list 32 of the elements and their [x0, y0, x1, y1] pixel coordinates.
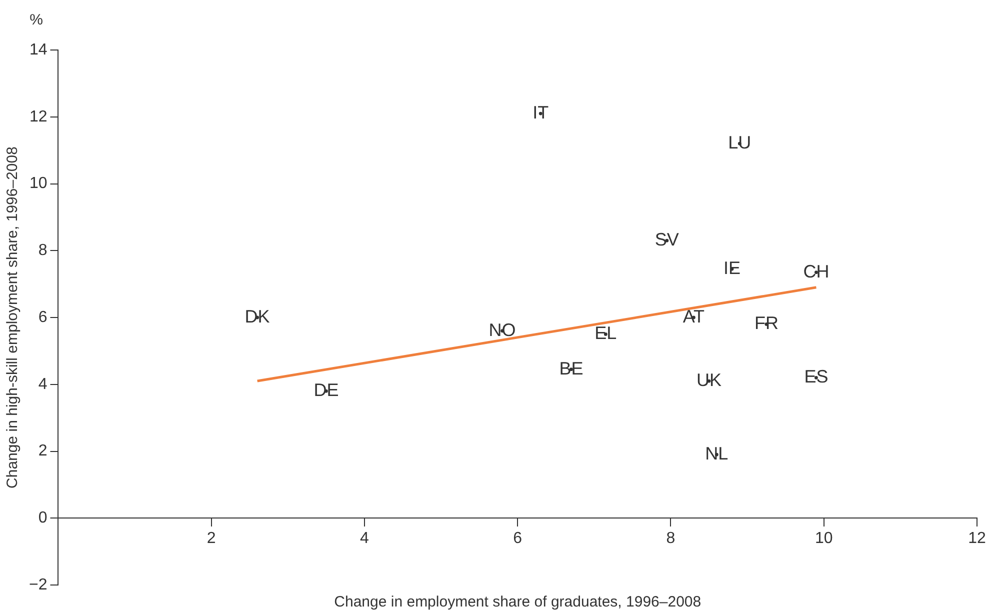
data-label: ES	[804, 366, 828, 387]
data-label: NL	[705, 444, 728, 464]
x-axis-title: Change in employment share of graduates, 1996–2008	[334, 594, 702, 611]
data-label: CH	[803, 261, 830, 282]
x-tick-label: 10	[814, 530, 833, 548]
data-label: SV	[654, 230, 679, 250]
text: %	[30, 12, 43, 29]
x-tick-label: 8	[666, 530, 676, 548]
y-tick-label: 12	[29, 108, 48, 126]
data-label: FR	[754, 313, 778, 334]
data-label: NO	[488, 320, 516, 340]
data-label: IE	[723, 258, 741, 278]
y-tick-label: 0	[38, 510, 48, 527]
data-label: AT	[682, 306, 705, 326]
x-tick-label: 2	[206, 530, 216, 548]
y-axis-title: Change in high-skill employment share, 1996–2008	[4, 146, 22, 488]
data-label: DE	[314, 380, 339, 400]
x-tick-label: 6	[513, 530, 522, 548]
data-label: EL	[594, 323, 617, 344]
y-tick-label: −2	[28, 576, 48, 594]
data-label: UK	[696, 370, 722, 390]
data-label: DK	[244, 306, 270, 326]
y-tick-label: 6	[38, 308, 48, 326]
y-tick-label: 8	[38, 242, 48, 260]
y-tick-label: 14	[29, 41, 48, 58]
x-tick-label: 12	[968, 530, 986, 548]
y-tick-label: 4	[38, 376, 48, 393]
data-label: BE	[559, 358, 584, 378]
y-tick-label: 2	[38, 442, 48, 460]
y-tick-label: 10	[29, 175, 48, 192]
data-label: IT	[532, 102, 549, 122]
x-tick-label: 4	[360, 530, 370, 548]
